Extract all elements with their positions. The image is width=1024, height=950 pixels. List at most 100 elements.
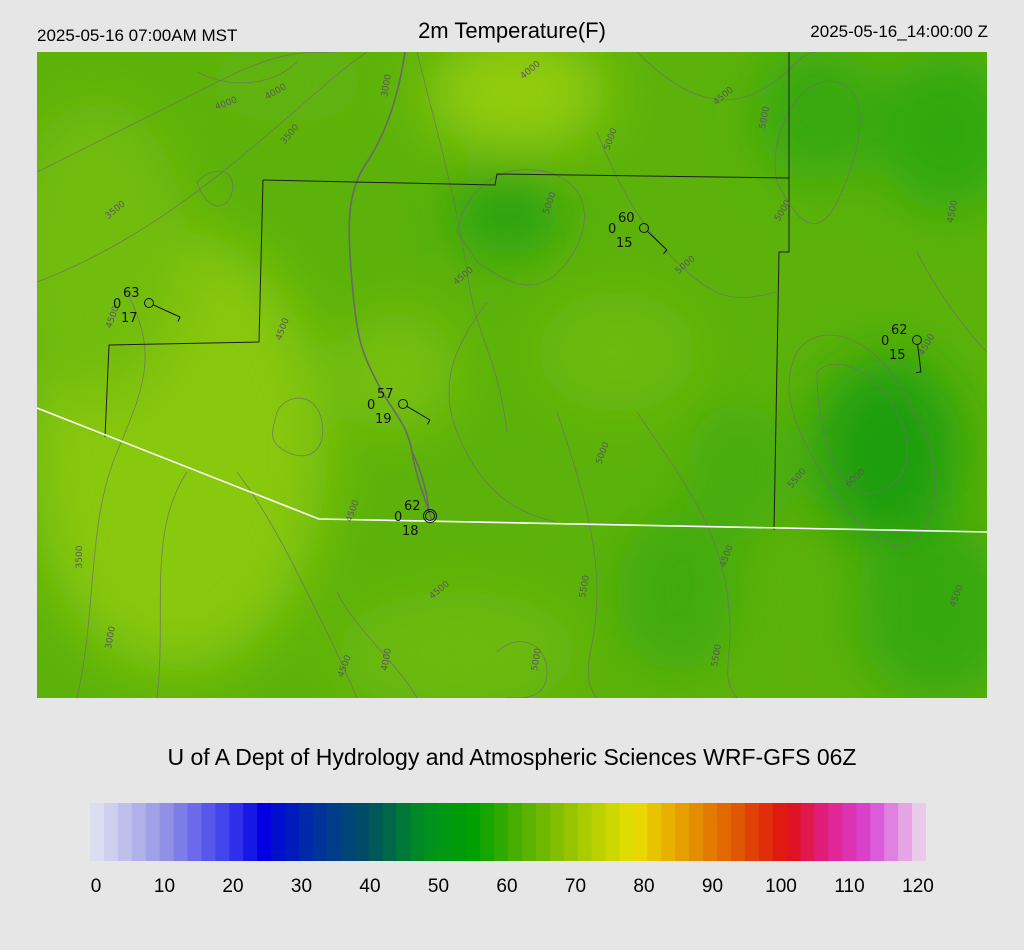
wind-barb-staff — [646, 230, 668, 251]
station-temperature: 62 — [404, 499, 421, 514]
county-boundaries — [104, 52, 790, 531]
colorbar-swatch — [354, 803, 370, 861]
station-dewpoint: 19 — [375, 412, 392, 427]
wind-barb-staff — [917, 344, 922, 373]
utc-time-label: 2025-05-16_14:00:00 Z — [810, 22, 988, 41]
colorbar-swatch — [103, 803, 119, 861]
contour-label: 3000 — [380, 73, 394, 98]
colorbar-swatch — [215, 803, 230, 861]
colorbar-swatch — [424, 803, 439, 861]
colorbar-swatch — [285, 803, 300, 861]
temperature-field — [37, 52, 987, 698]
colorbar-swatch — [271, 803, 286, 861]
wind-barb-flag — [915, 371, 922, 374]
station-temperature: 57 — [377, 387, 394, 402]
colorbar-swatch — [647, 803, 662, 861]
colorbar-swatch — [870, 803, 885, 861]
colorbar-swatch — [661, 803, 676, 861]
colorbar-swatch — [730, 803, 746, 861]
colorbar-swatch — [201, 803, 216, 861]
station-dewpoint: 15 — [616, 236, 633, 251]
colorbar-swatch — [494, 803, 509, 861]
contour-label: 4500 — [946, 199, 960, 224]
colorbar-swatch — [173, 803, 189, 861]
colorbar-tick-labels: 0 10 20 30 40 50 60 70 80 90 100 110 120 — [0, 876, 1024, 902]
colorbar-swatch — [800, 803, 816, 861]
rivers — [348, 52, 433, 523]
colorbar-swatch — [340, 803, 356, 861]
calm-wind-circle — [423, 509, 437, 523]
temperature-colorbar — [90, 803, 926, 861]
colorbar-swatch — [145, 803, 161, 861]
colorbar-swatch — [396, 803, 412, 861]
colorbar-swatch — [591, 803, 607, 861]
contour-label: 4000 — [380, 647, 394, 672]
station-circle — [144, 298, 154, 308]
contour-label: 3500 — [75, 545, 85, 568]
colorbar-swatch — [243, 803, 258, 861]
colorbar-swatch — [814, 803, 830, 861]
wind-barb-flag — [427, 419, 431, 425]
station-circle — [912, 335, 922, 345]
colorbar-tick-label: 100 — [765, 876, 797, 897]
colorbar-tick-label: 50 — [427, 876, 450, 897]
station-circle — [425, 511, 435, 521]
contour-label: 5500 — [710, 643, 724, 668]
credit-line: U of A Dept of Hydrology and Atmospheric… — [167, 744, 857, 770]
colorbar-swatch — [577, 803, 593, 861]
wind-barb-staff — [152, 304, 181, 318]
wind-barb-flag — [663, 249, 668, 254]
colorbar-swatch — [856, 803, 871, 861]
station-dewpoint: 18 — [402, 524, 419, 539]
station-cloud-cover: 0 — [113, 297, 121, 312]
colorbar-swatch — [410, 803, 425, 861]
colorbar-tick-label: 120 — [902, 876, 934, 897]
station-circle — [398, 399, 408, 409]
contour-label: 5500 — [578, 574, 592, 599]
station-cloud-cover: 0 — [881, 334, 889, 349]
station-temperature: 62 — [891, 323, 908, 338]
state-boundary — [37, 407, 987, 533]
local-time-label: 2025-05-16 07:00AM MST — [37, 26, 238, 45]
colorbar-swatch — [744, 803, 760, 861]
colorbar-swatch — [438, 803, 453, 861]
colorbar-swatch — [368, 803, 384, 861]
wind-barb-staff — [406, 405, 431, 421]
colorbar-swatch — [786, 803, 802, 861]
colorbar-swatch — [117, 803, 133, 861]
colorbar-tick-label: 80 — [633, 876, 655, 897]
colorbar-swatch — [898, 803, 913, 861]
colorbar-swatch — [689, 803, 704, 861]
colorbar-swatch — [535, 803, 551, 861]
map-title: 2m Temperature(F) — [418, 18, 606, 43]
station-cloud-cover: 0 — [367, 398, 375, 413]
colorbar-swatch — [382, 803, 398, 861]
colorbar-tick-label: 40 — [359, 876, 381, 897]
colorbar-swatch — [257, 803, 272, 861]
colorbar-swatch — [772, 803, 788, 861]
colorbar-swatch — [452, 803, 467, 861]
colorbar-swatch — [842, 803, 857, 861]
colorbar-swatch — [299, 803, 314, 861]
colorbar-swatch — [912, 803, 926, 861]
colorbar-swatch — [828, 803, 843, 861]
colorbar-swatch — [563, 803, 579, 861]
colorbar-swatch — [466, 803, 481, 861]
colorbar-tick-label: 0 — [90, 876, 102, 897]
station-dewpoint: 17 — [121, 311, 138, 326]
station-dewpoint: 15 — [889, 348, 906, 363]
colorbar-tick-label: 70 — [564, 876, 587, 897]
colorbar-swatch — [521, 803, 537, 861]
colorbar-tick-label: 30 — [290, 876, 313, 897]
colorbar-tick-label: 60 — [496, 876, 518, 897]
station-circle — [639, 223, 649, 233]
station-cloud-cover: 0 — [608, 222, 616, 237]
colorbar-swatch — [758, 803, 774, 861]
